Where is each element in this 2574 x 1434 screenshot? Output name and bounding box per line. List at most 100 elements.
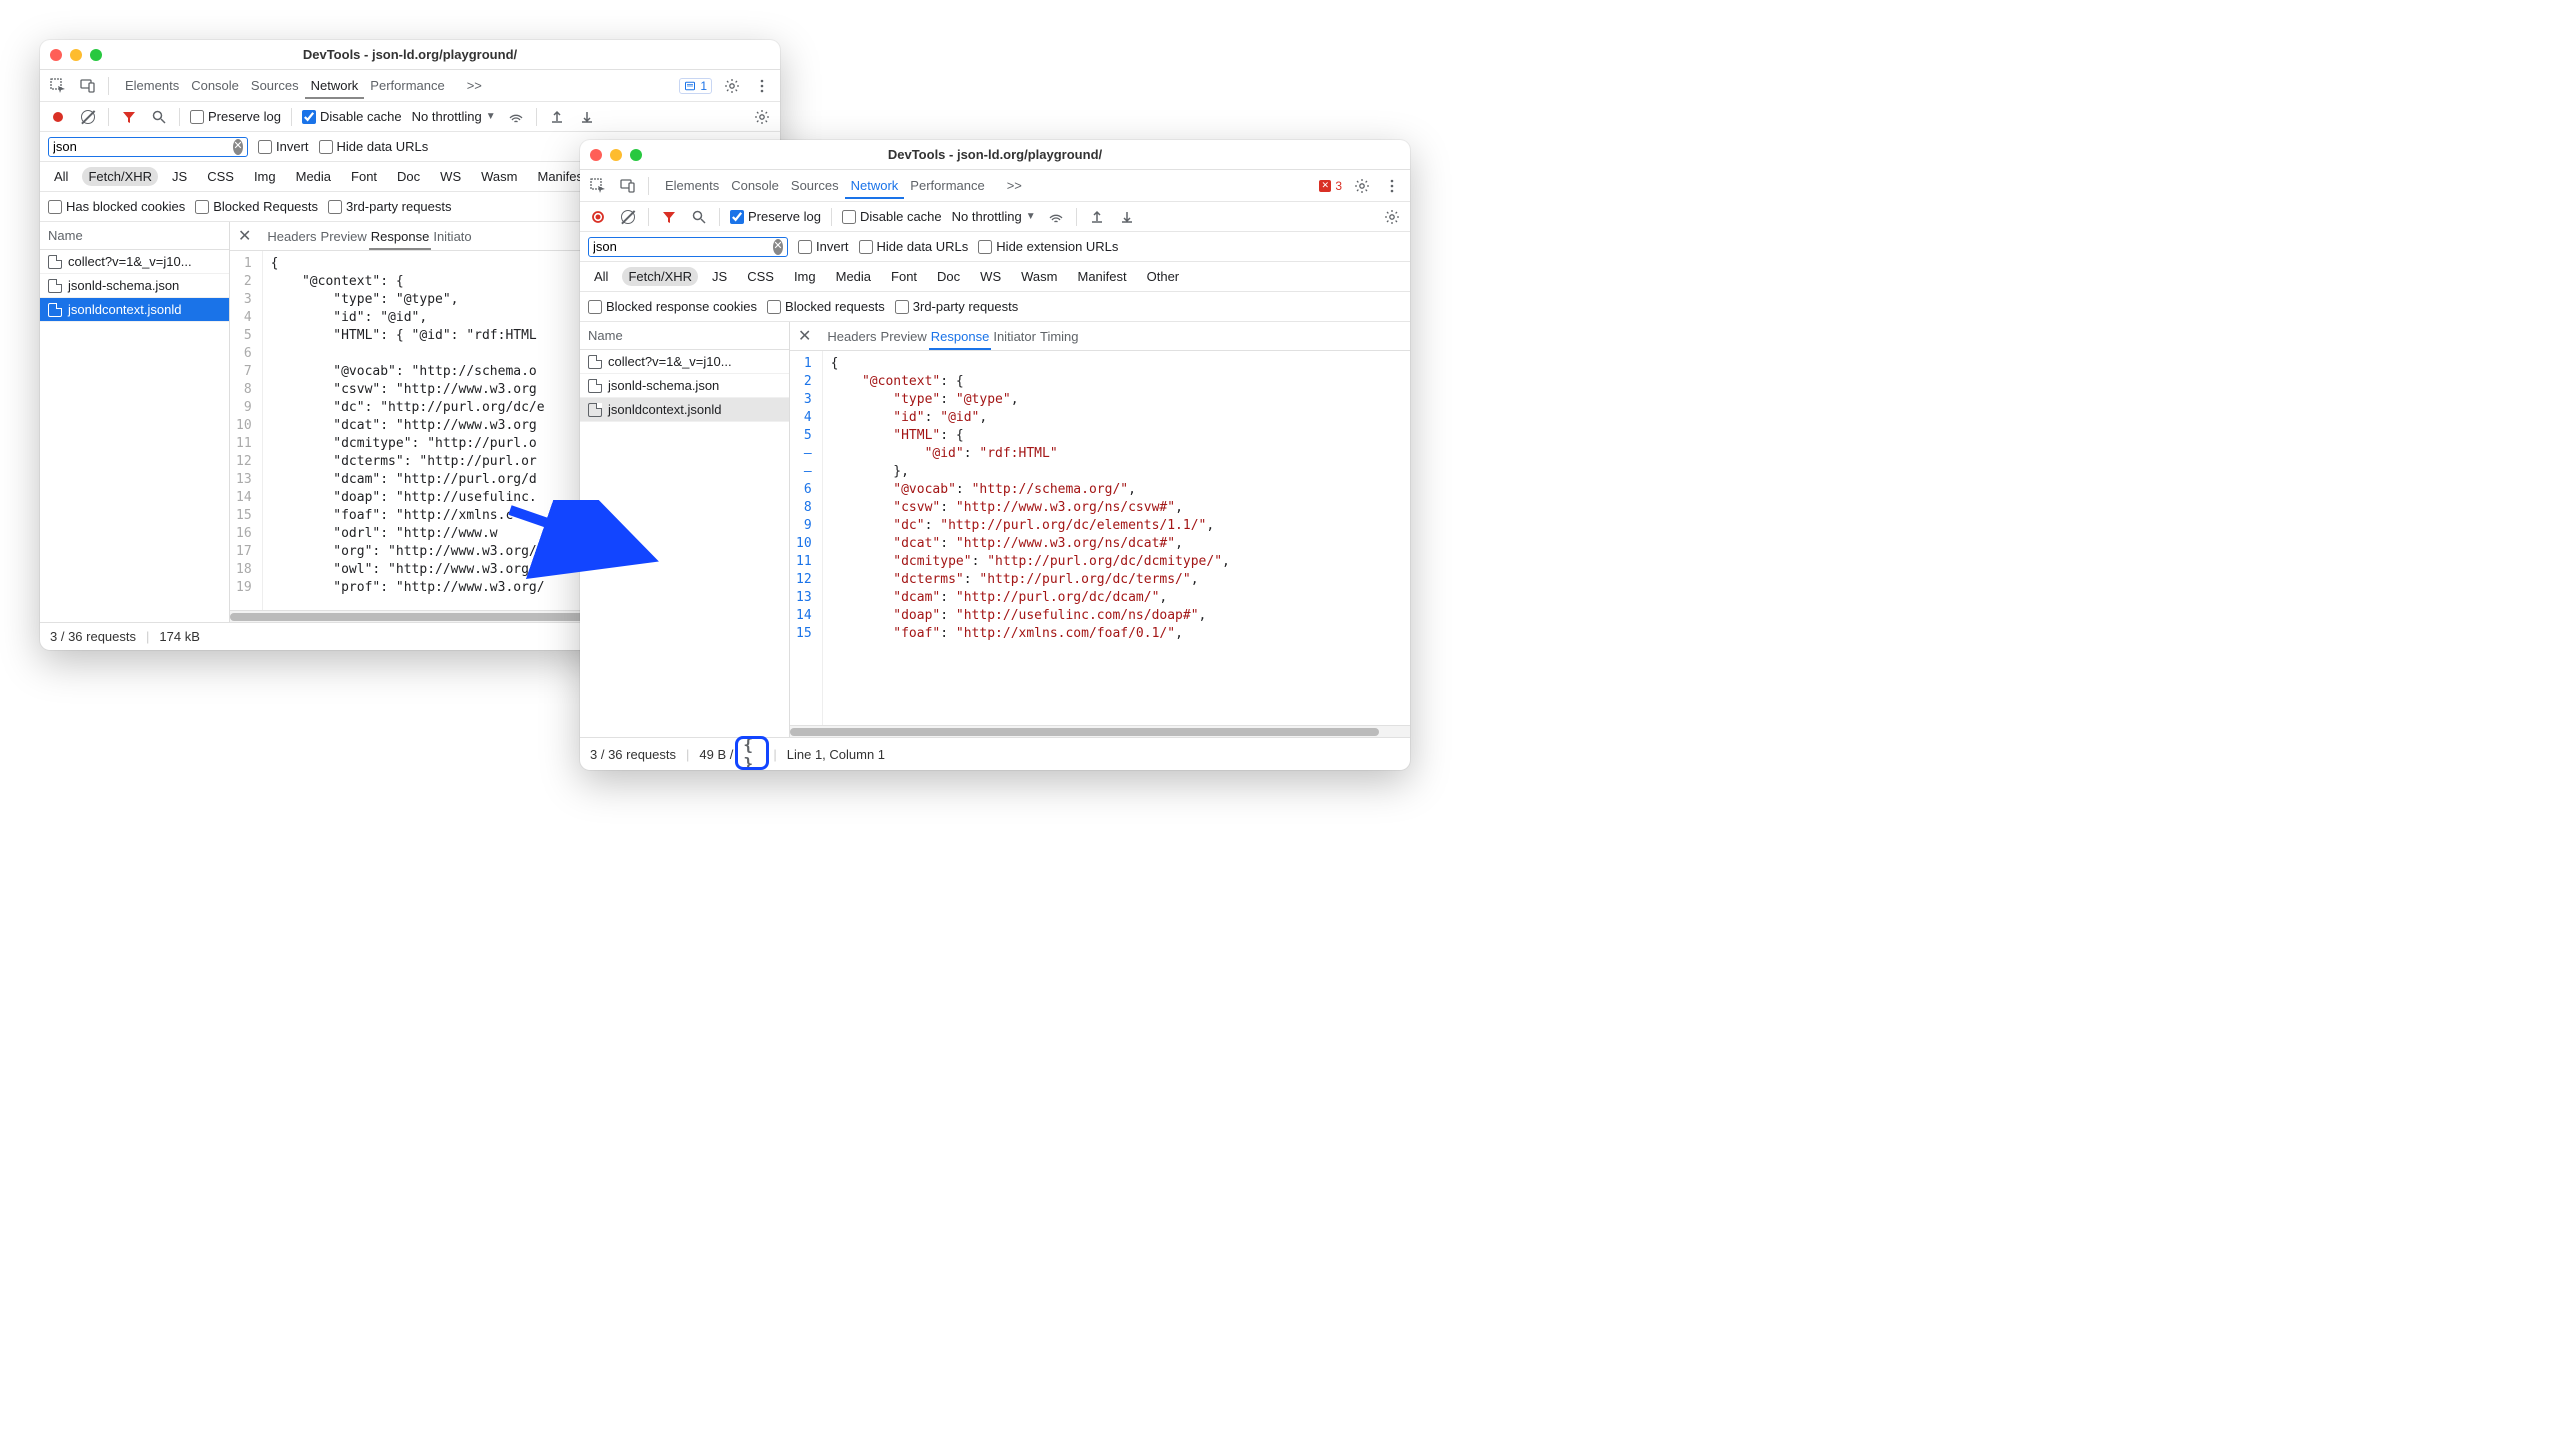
kebab-menu-icon[interactable]: [1382, 176, 1402, 196]
resource-type-wasm[interactable]: Wasm: [475, 167, 523, 186]
network-settings-gear-icon[interactable]: [1382, 207, 1402, 227]
blocked-cookies-checkbox[interactable]: Has blocked cookies: [48, 199, 185, 214]
request-row[interactable]: jsonldcontext.jsonld: [40, 298, 229, 322]
resource-type-fetchxhr[interactable]: Fetch/XHR: [622, 267, 698, 286]
resource-type-fetchxhr[interactable]: Fetch/XHR: [82, 167, 158, 186]
filter-text-input[interactable]: [53, 139, 229, 154]
third-party-checkbox[interactable]: 3rd-party requests: [328, 199, 452, 214]
hide-extension-urls-checkbox[interactable]: Hide extension URLs: [978, 239, 1118, 254]
network-settings-gear-icon[interactable]: [752, 107, 772, 127]
search-icon[interactable]: [689, 207, 709, 227]
detail-tab-preview[interactable]: Preview: [319, 225, 369, 248]
panel-tab-network[interactable]: Network: [845, 174, 905, 199]
resource-type-img[interactable]: Img: [248, 167, 282, 186]
disable-cache-checkbox[interactable]: Disable cache: [842, 209, 942, 224]
panel-tab-console[interactable]: Console: [185, 74, 245, 97]
invert-checkbox[interactable]: Invert: [258, 139, 309, 154]
device-toggle-icon[interactable]: [78, 76, 98, 96]
throttling-select[interactable]: No throttling ▼: [952, 209, 1036, 224]
resource-type-doc[interactable]: Doc: [391, 167, 426, 186]
zoom-window-icon[interactable]: [630, 149, 642, 161]
resource-type-font[interactable]: Font: [885, 267, 923, 286]
filter-input[interactable]: ✕: [48, 137, 248, 157]
resource-type-ws[interactable]: WS: [434, 167, 467, 186]
hide-data-urls-checkbox[interactable]: Hide data URLs: [319, 139, 429, 154]
detail-tab-initiator[interactable]: Initiator: [991, 325, 1038, 348]
network-conditions-icon[interactable]: [1046, 207, 1066, 227]
request-row[interactable]: jsonld-schema.json: [580, 374, 789, 398]
horizontal-scrollbar[interactable]: [790, 725, 1410, 737]
detail-tab-headers[interactable]: Headers: [825, 325, 878, 348]
panel-tab-network[interactable]: Network: [305, 74, 365, 99]
filter-input[interactable]: ✕: [588, 237, 788, 257]
resource-type-doc[interactable]: Doc: [931, 267, 966, 286]
blocked-requests-checkbox[interactable]: Blocked Requests: [195, 199, 318, 214]
name-column-header[interactable]: Name: [580, 322, 789, 350]
detail-tab-response[interactable]: Response: [929, 325, 992, 350]
request-row[interactable]: collect?v=1&_v=j10...: [40, 250, 229, 274]
close-window-icon[interactable]: [590, 149, 602, 161]
clear-icon[interactable]: [78, 107, 98, 127]
issues-badge[interactable]: 1: [679, 78, 712, 94]
resource-type-css[interactable]: CSS: [201, 167, 240, 186]
pretty-print-icon[interactable]: { }: [743, 744, 763, 764]
inspect-icon[interactable]: [48, 76, 68, 96]
clear-filter-icon[interactable]: ✕: [233, 139, 243, 155]
record-icon[interactable]: [48, 107, 68, 127]
export-har-icon[interactable]: [1117, 207, 1137, 227]
import-har-icon[interactable]: [1087, 207, 1107, 227]
more-tabs-icon[interactable]: >>: [461, 74, 488, 97]
panel-tab-performance[interactable]: Performance: [364, 74, 450, 97]
resource-type-media[interactable]: Media: [830, 267, 877, 286]
detail-tab-preview[interactable]: Preview: [879, 325, 929, 348]
minimize-window-icon[interactable]: [610, 149, 622, 161]
detail-tab-timing[interactable]: Timing: [1038, 325, 1081, 348]
resource-type-all[interactable]: All: [48, 167, 74, 186]
source-text[interactable]: { "@context": { "type": "@type", "id": "…: [823, 351, 1410, 725]
clear-icon[interactable]: [618, 207, 638, 227]
blocked-requests-checkbox[interactable]: Blocked requests: [767, 299, 885, 314]
hide-data-urls-checkbox[interactable]: Hide data URLs: [859, 239, 969, 254]
detail-tab-headers[interactable]: Headers: [265, 225, 318, 248]
resource-type-img[interactable]: Img: [788, 267, 822, 286]
errors-badge[interactable]: ✕ 3: [1319, 179, 1342, 193]
zoom-window-icon[interactable]: [90, 49, 102, 61]
close-detail-icon[interactable]: ✕: [238, 226, 251, 246]
kebab-menu-icon[interactable]: [752, 76, 772, 96]
device-toggle-icon[interactable]: [618, 176, 638, 196]
throttling-select[interactable]: No throttling ▼: [412, 109, 496, 124]
network-conditions-icon[interactable]: [506, 107, 526, 127]
disable-cache-checkbox[interactable]: Disable cache: [302, 109, 402, 124]
record-icon[interactable]: [588, 207, 608, 227]
request-row[interactable]: collect?v=1&_v=j10...: [580, 350, 789, 374]
inspect-icon[interactable]: [588, 176, 608, 196]
panel-tab-elements[interactable]: Elements: [659, 174, 725, 197]
preserve-log-checkbox[interactable]: Preserve log: [190, 109, 281, 124]
panel-tab-console[interactable]: Console: [725, 174, 785, 197]
panel-tab-elements[interactable]: Elements: [119, 74, 185, 97]
panel-tab-performance[interactable]: Performance: [904, 174, 990, 197]
more-tabs-icon[interactable]: >>: [1001, 174, 1028, 197]
request-row[interactable]: jsonldcontext.jsonld: [580, 398, 789, 422]
settings-gear-icon[interactable]: [722, 76, 742, 96]
resource-type-other[interactable]: Other: [1141, 267, 1186, 286]
search-icon[interactable]: [149, 107, 169, 127]
resource-type-js[interactable]: JS: [166, 167, 193, 186]
blocked-cookies-checkbox[interactable]: Blocked response cookies: [588, 299, 757, 314]
close-detail-icon[interactable]: ✕: [798, 326, 811, 346]
resource-type-ws[interactable]: WS: [974, 267, 1007, 286]
resource-type-font[interactable]: Font: [345, 167, 383, 186]
resource-type-js[interactable]: JS: [706, 267, 733, 286]
resource-type-manifest[interactable]: Manifest: [1071, 267, 1132, 286]
resource-type-media[interactable]: Media: [290, 167, 337, 186]
resource-type-css[interactable]: CSS: [741, 267, 780, 286]
third-party-checkbox[interactable]: 3rd-party requests: [895, 299, 1019, 314]
panel-tab-sources[interactable]: Sources: [785, 174, 845, 197]
filter-text-input[interactable]: [593, 239, 769, 254]
minimize-window-icon[interactable]: [70, 49, 82, 61]
invert-checkbox[interactable]: Invert: [798, 239, 849, 254]
clear-filter-icon[interactable]: ✕: [773, 239, 783, 255]
preserve-log-checkbox[interactable]: Preserve log: [730, 209, 821, 224]
close-window-icon[interactable]: [50, 49, 62, 61]
request-row[interactable]: jsonld-schema.json: [40, 274, 229, 298]
